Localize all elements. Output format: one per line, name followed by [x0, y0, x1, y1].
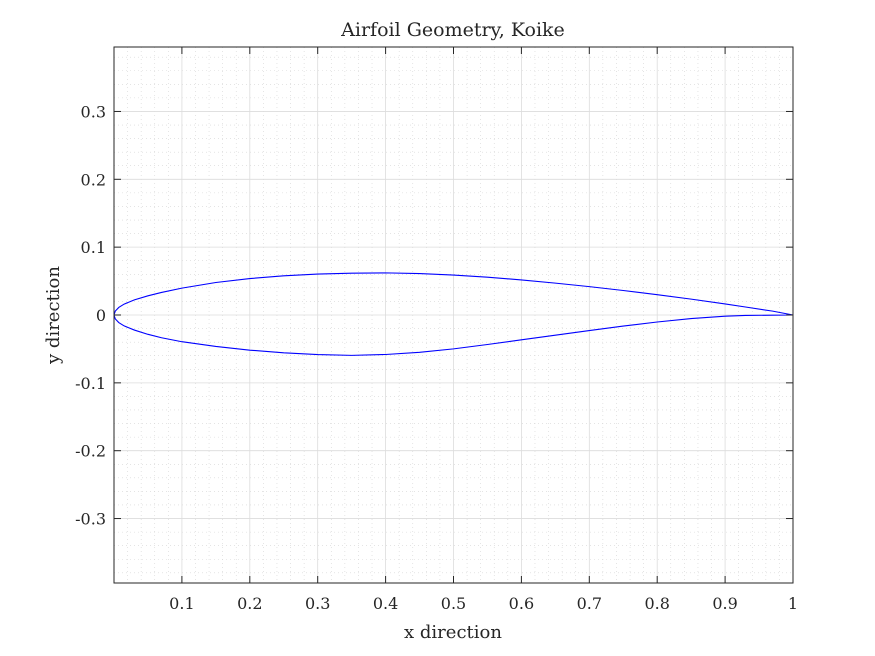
x-tick-label: 0.9 — [712, 594, 737, 613]
x-tick-label: 0.2 — [237, 594, 262, 613]
y-tick-label: 0.3 — [81, 102, 106, 121]
x-axis-label: x direction — [404, 622, 502, 643]
x-tick-label: 0.1 — [169, 594, 194, 613]
y-tick-label: 0.2 — [81, 170, 106, 189]
x-tick-label: 0.3 — [305, 594, 330, 613]
y-tick-label: -0.3 — [75, 510, 106, 529]
chart-title: Airfoil Geometry, Koike — [340, 19, 565, 41]
x-tick-label: 1 — [788, 594, 798, 613]
x-tick-labels: 0.1 0.2 0.3 0.4 0.5 0.6 0.7 0.8 0.9 1 — [169, 594, 798, 613]
y-tick-label: 0 — [96, 306, 106, 325]
x-tick-label: 0.6 — [509, 594, 534, 613]
tick-marks — [114, 47, 794, 583]
y-tick-label: -0.1 — [75, 374, 106, 393]
x-tick-label: 0.4 — [373, 594, 398, 613]
x-tick-label: 0.8 — [644, 594, 669, 613]
y-axis-label: y direction — [43, 266, 64, 365]
y-tick-label: -0.2 — [75, 442, 106, 461]
x-tick-label: 0.7 — [577, 594, 602, 613]
x-tick-label: 0.5 — [441, 594, 466, 613]
y-tick-labels: 0.3 0.2 0.1 0 -0.1 -0.2 -0.3 — [75, 102, 106, 528]
y-tick-label: 0.1 — [81, 238, 106, 257]
